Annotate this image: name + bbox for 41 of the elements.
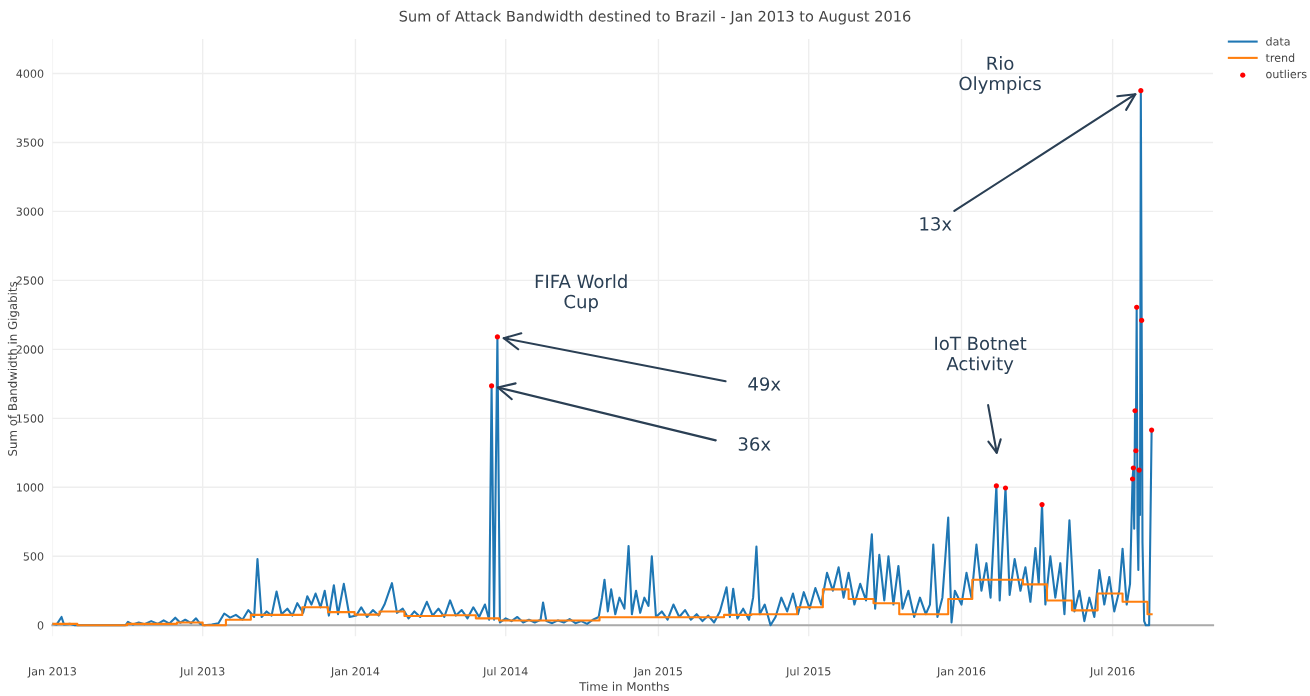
x-tick-label: Jul 2015	[785, 666, 831, 678]
x-tick-label: Jul 2014	[482, 666, 528, 678]
legend-label: outliers	[1266, 69, 1307, 79]
x-tick-label: Jan 2016	[936, 667, 986, 678]
point	[1039, 501, 1045, 508]
point	[1129, 476, 1136, 482]
point	[1002, 485, 1009, 491]
point	[1133, 448, 1139, 454]
point	[993, 483, 999, 489]
y-tick-label: 4000	[16, 69, 44, 78]
annotation: FIFA World Cup	[535, 274, 627, 312]
y-tick-label: 3500	[16, 138, 44, 147]
x-tick-label: Jul 2016	[1089, 666, 1135, 678]
x-tick-label: Jan 2015	[633, 667, 682, 678]
point	[1149, 427, 1155, 433]
y-tick-label: 3000	[16, 207, 44, 216]
point	[1134, 304, 1140, 310]
x-tick-label: Jan 2014	[330, 667, 380, 678]
point	[494, 334, 500, 340]
annotation: 49x	[748, 377, 781, 391]
x-tick-label: Jul 2013	[179, 666, 225, 678]
x-axis-title: Time in Months	[579, 681, 669, 691]
chart-title: Sum of Attack Bandwidth destined to Brazil - Jan 2013 to August 2016	[399, 10, 911, 25]
point	[1136, 467, 1142, 473]
y-tick-label: 500	[23, 552, 44, 561]
x-tick-label: Jan 2013	[27, 667, 76, 678]
point	[1139, 317, 1145, 323]
point	[1138, 88, 1144, 94]
y-tick-label: 1000	[17, 483, 44, 492]
y-tick-label: 1500	[17, 414, 44, 423]
point	[1130, 465, 1136, 471]
legend-label: data	[1266, 37, 1290, 46]
annotation: 13x	[920, 217, 952, 231]
annotation: 36x	[738, 437, 771, 451]
y-tick-label: 2000	[16, 345, 44, 354]
annotation: IoT Botnet Activity	[935, 336, 1027, 374]
point	[1132, 408, 1138, 414]
point	[488, 383, 495, 389]
annotation: Rio Olympics	[959, 56, 1041, 94]
legend-label: trend	[1265, 53, 1295, 62]
y-tick-label: 0	[37, 621, 44, 630]
